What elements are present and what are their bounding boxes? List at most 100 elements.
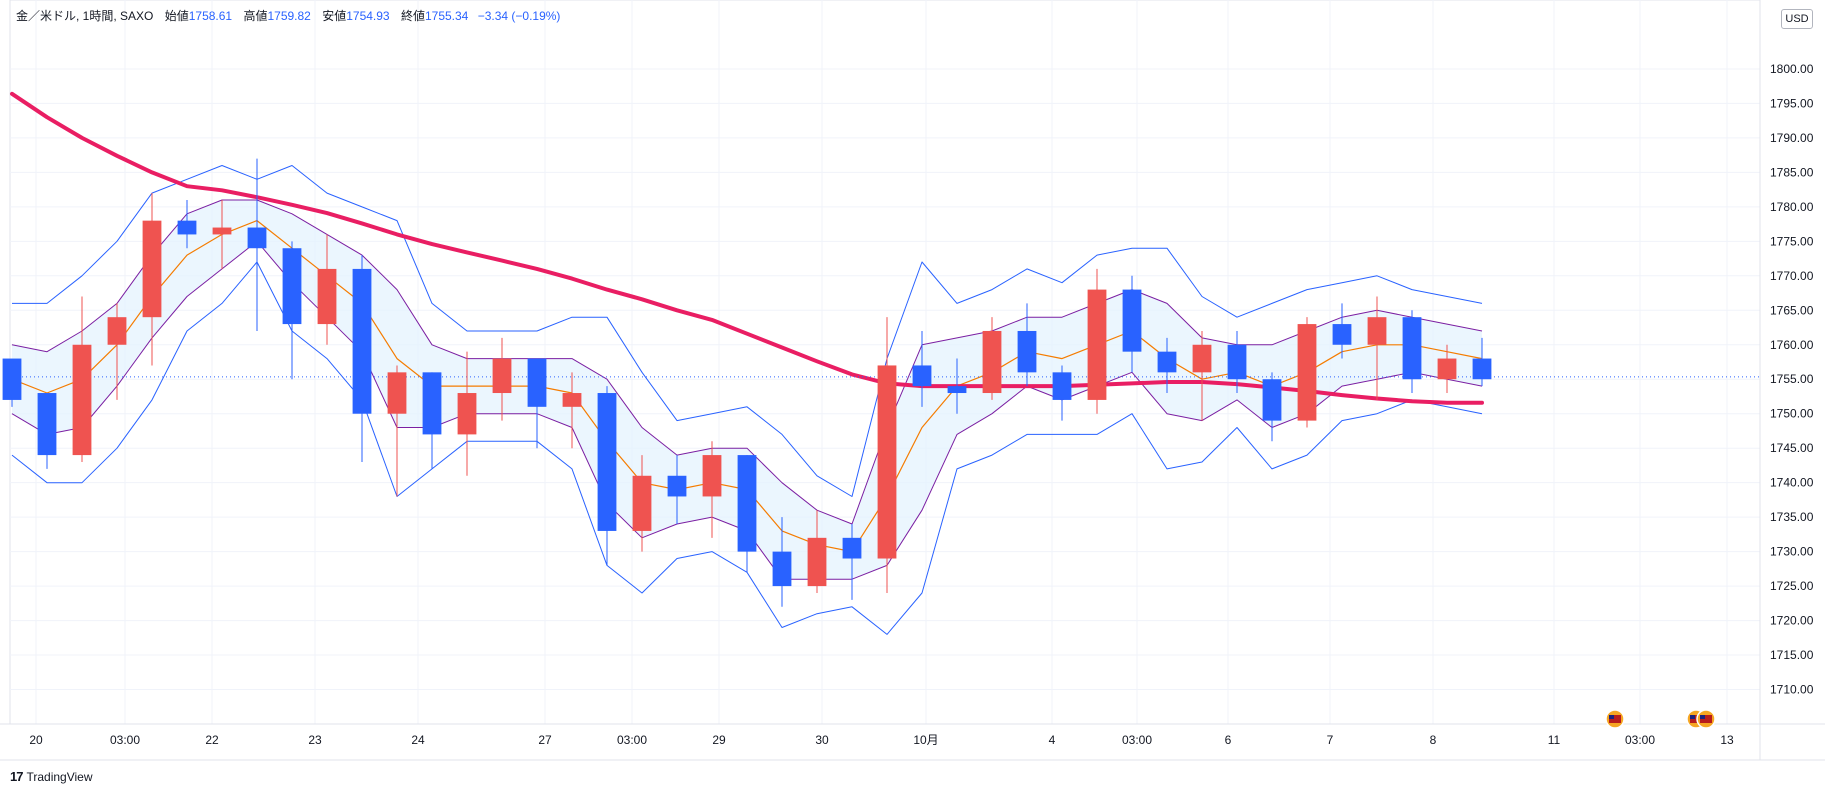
y-tick-label: 1740.00 bbox=[1770, 476, 1814, 490]
y-tick-label: 1770.00 bbox=[1770, 269, 1814, 283]
candle-body bbox=[807, 537, 827, 587]
currency-button[interactable]: USD bbox=[1781, 9, 1813, 29]
flag-stripes bbox=[1609, 715, 1621, 723]
y-tick-label: 1710.00 bbox=[1770, 683, 1814, 697]
candle-body bbox=[842, 537, 862, 559]
grid bbox=[9, 0, 1761, 725]
open-value: 1758.61 bbox=[188, 9, 233, 23]
y-tick-label: 1785.00 bbox=[1770, 165, 1814, 179]
candle-body bbox=[1367, 317, 1387, 345]
candle-body bbox=[2, 358, 22, 400]
candle-body bbox=[492, 358, 512, 394]
y-tick-label: 1720.00 bbox=[1770, 614, 1814, 628]
us-flag-icon[interactable] bbox=[1605, 709, 1625, 729]
brand-name: TradingView bbox=[26, 769, 93, 784]
candle-body bbox=[422, 372, 442, 435]
candle-body bbox=[352, 268, 372, 414]
candle-body bbox=[632, 475, 652, 531]
open-label: 始値 bbox=[164, 9, 189, 23]
close-label: 終値 bbox=[400, 9, 425, 23]
candle-body bbox=[912, 365, 932, 387]
candle-body bbox=[1472, 358, 1492, 380]
candle-body bbox=[667, 475, 687, 497]
x-tick-label: 30 bbox=[815, 733, 829, 747]
x-tick-label: 03:00 bbox=[1625, 733, 1655, 747]
candle-body bbox=[247, 227, 267, 249]
candle-body bbox=[1122, 289, 1142, 352]
candle-body bbox=[527, 358, 547, 407]
x-tick-label: 23 bbox=[308, 733, 322, 747]
y-tick-label: 1755.00 bbox=[1770, 372, 1814, 386]
candle-body bbox=[877, 365, 897, 559]
candle-body bbox=[212, 227, 232, 235]
candle-body bbox=[317, 268, 337, 325]
candle-body bbox=[1227, 344, 1247, 380]
x-tick-label: 03:00 bbox=[110, 733, 140, 747]
us-flag-icon[interactable] bbox=[1696, 709, 1716, 729]
candle-body bbox=[107, 317, 127, 345]
x-tick-label: 03:00 bbox=[617, 733, 647, 747]
flag-stripes bbox=[1690, 715, 1702, 723]
y-tick-label: 1750.00 bbox=[1770, 407, 1814, 421]
x-tick-label: 7 bbox=[1327, 733, 1334, 747]
candle-body bbox=[1437, 358, 1457, 380]
candle-body bbox=[1402, 317, 1422, 380]
y-tick-label: 1780.00 bbox=[1770, 200, 1814, 214]
candle-body bbox=[282, 248, 302, 325]
plot-frame bbox=[9, 0, 1761, 725]
y-tick-label: 1775.00 bbox=[1770, 234, 1814, 248]
y-tick-label: 1800.00 bbox=[1770, 62, 1814, 76]
x-tick-label: 22 bbox=[205, 733, 219, 747]
close-value: 1755.34 bbox=[424, 9, 469, 23]
candle-body bbox=[72, 344, 92, 456]
candle-body bbox=[1297, 324, 1317, 421]
candle-body bbox=[387, 372, 407, 414]
y-tick-label: 1735.00 bbox=[1770, 510, 1814, 524]
high-label: 高値 bbox=[243, 9, 268, 23]
y-tick-label: 1725.00 bbox=[1770, 579, 1814, 593]
candle-body bbox=[177, 220, 197, 235]
flag-stripes bbox=[1700, 715, 1712, 723]
candle-body bbox=[1052, 372, 1072, 400]
x-tick-label: 4 bbox=[1049, 733, 1056, 747]
axes: 1710.00 1715.00 1720.00 1725.00 1730.00 1735.… bbox=[0, 0, 1825, 761]
candles bbox=[2, 158, 1492, 607]
candle-body bbox=[947, 386, 967, 394]
x-tick-label: 8 bbox=[1430, 733, 1437, 747]
flag-canton bbox=[1700, 715, 1705, 719]
candle-body bbox=[597, 393, 617, 531]
flag-canton bbox=[1690, 715, 1695, 719]
candle-body bbox=[1157, 351, 1177, 373]
x-tick-label: 20 bbox=[29, 733, 43, 747]
x-tick-label: 03:00 bbox=[1122, 733, 1152, 747]
event-markers[interactable] bbox=[1605, 709, 1716, 729]
flag-canton bbox=[1609, 715, 1614, 719]
low-value: 1754.93 bbox=[346, 9, 390, 23]
x-tick-label: 27 bbox=[538, 733, 552, 747]
candle-body bbox=[1017, 330, 1037, 373]
candle-body bbox=[1192, 344, 1212, 373]
bollinger-band-fill bbox=[12, 200, 1482, 580]
candle-body bbox=[772, 551, 792, 587]
candle-body bbox=[702, 455, 722, 497]
brand-logo[interactable]: 17 TradingView bbox=[10, 769, 93, 784]
x-tick-label: 24 bbox=[411, 733, 425, 747]
x-tick-label: 29 bbox=[712, 733, 726, 747]
symbol-legend[interactable]: 金／米ドル, 1時間, SAXO 始値1758.61 高値1759.82 安値1… bbox=[16, 8, 560, 24]
y-tick-label: 1745.00 bbox=[1770, 441, 1814, 455]
bollinger-fill bbox=[12, 200, 1482, 580]
tradingview-logo-icon: 17 bbox=[10, 769, 24, 784]
x-tick-label: 11 bbox=[1548, 733, 1561, 747]
candle-body bbox=[982, 330, 1002, 394]
candle-body bbox=[562, 393, 582, 407]
y-tick-label: 1760.00 bbox=[1770, 338, 1814, 352]
candle-body bbox=[457, 393, 477, 435]
y-tick-label: 1765.00 bbox=[1770, 303, 1814, 317]
candle-body bbox=[37, 393, 57, 456]
symbol-title[interactable]: 金／米ドル, 1時間, SAXO bbox=[16, 9, 154, 23]
candle-body bbox=[737, 455, 757, 552]
candle-body bbox=[1087, 289, 1107, 400]
candle-body bbox=[1262, 379, 1282, 421]
